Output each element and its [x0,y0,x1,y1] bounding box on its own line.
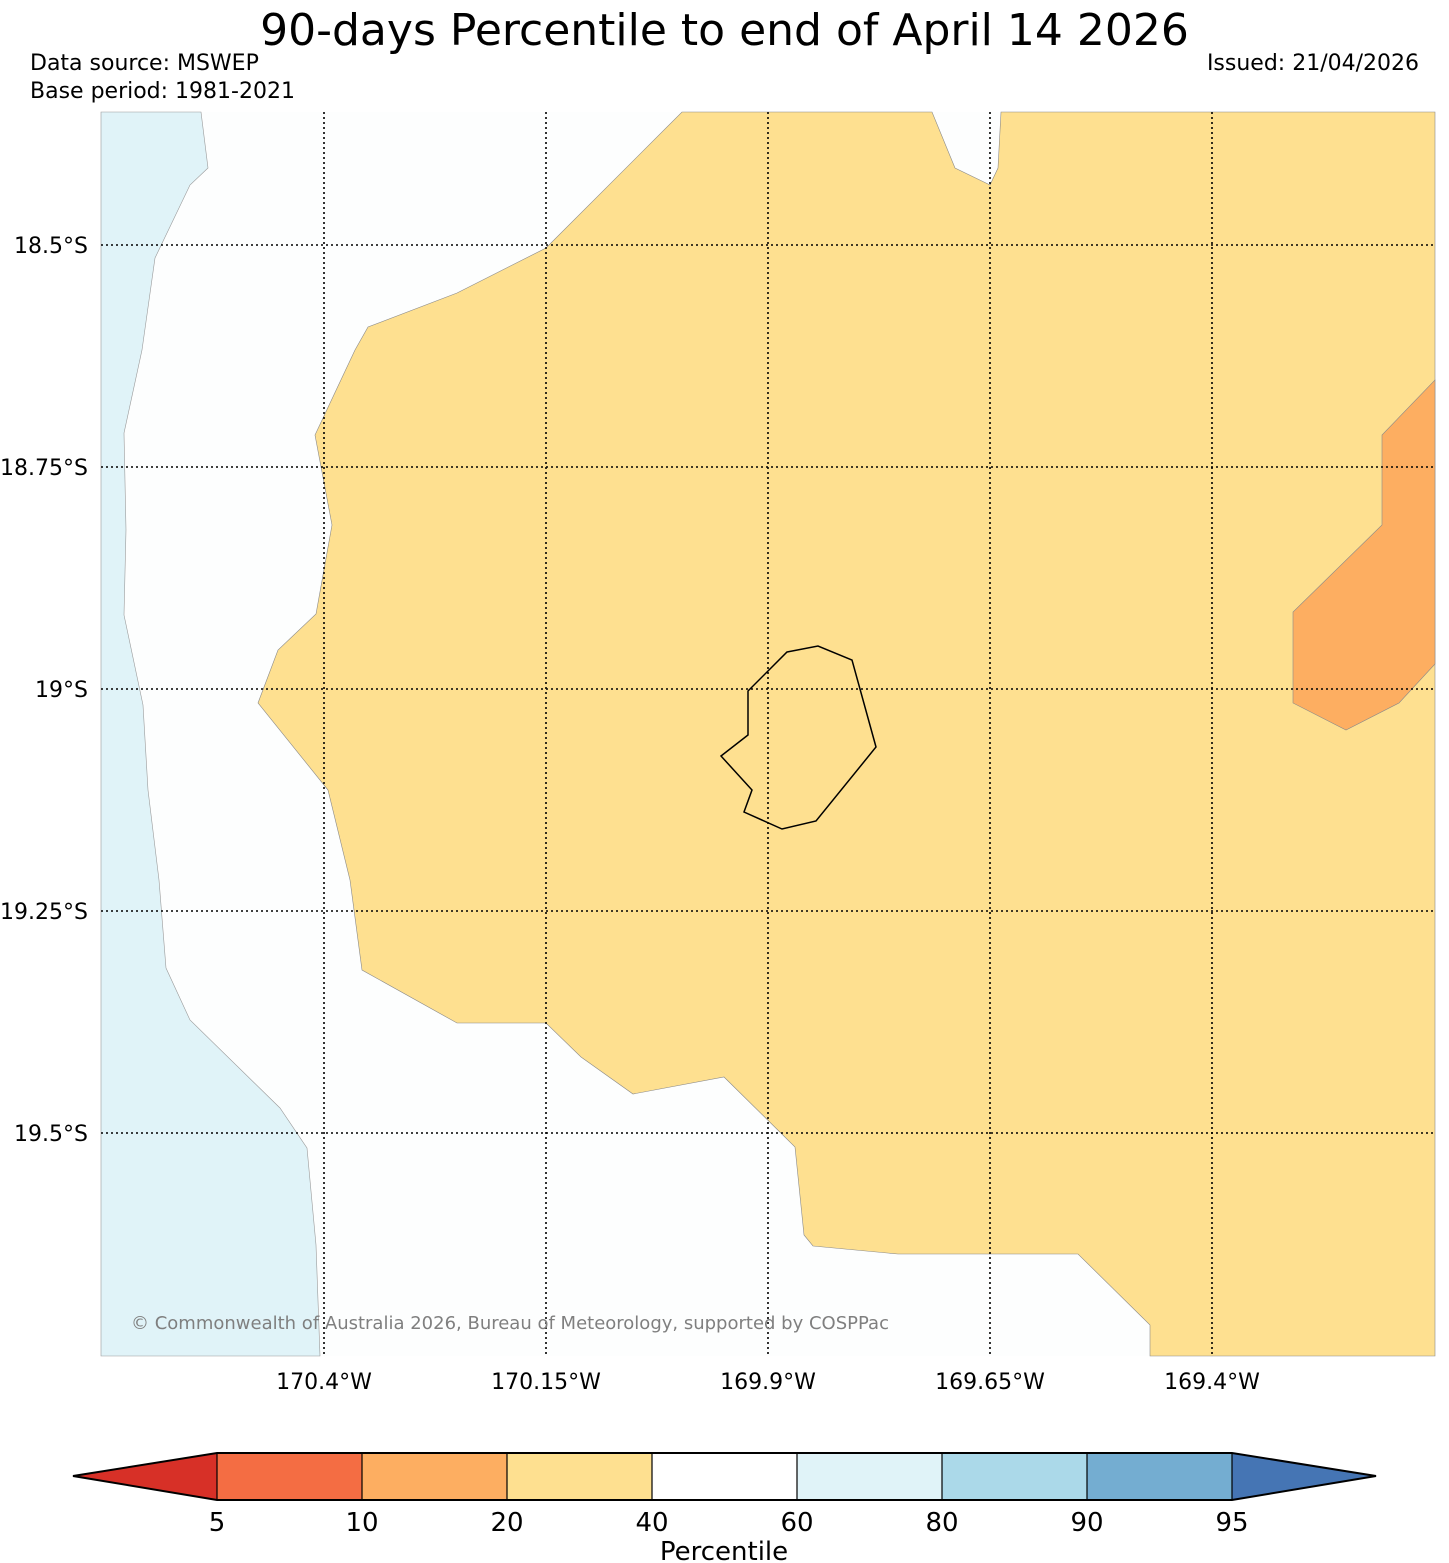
gridlines [101,112,1435,1356]
colorbar-title: Percentile [660,1537,788,1563]
colorbar-tick-label: 60 [780,1508,813,1538]
colorbar-tick-label: 90 [1070,1508,1103,1538]
island-coastline [719,645,877,830]
region-60-80-west [100,111,321,1357]
colorbar-bin [217,1453,362,1500]
colorbar-tick-label: 80 [925,1508,958,1538]
lon-label: 169.4°W [1164,1370,1260,1395]
colorbar-extend-high [1232,1453,1376,1500]
colorbar-extend-low [73,1453,217,1500]
base-period: Base period: 1981-2021 [30,79,295,104]
lat-label: 18.5°S [14,234,88,259]
data-source: Data source: MSWEP [30,51,259,76]
lon-label: 170.4°W [276,1370,372,1395]
lat-label: 19.5°S [14,1122,88,1147]
colorbar-tick-label: 10 [345,1508,378,1538]
colorbar-bin [942,1453,1087,1500]
colorbar-bin [1087,1453,1232,1500]
lon-label: 170.15°W [491,1370,601,1395]
colorbar-bin [652,1453,797,1500]
colorbar-bin [797,1453,942,1500]
lat-label: 18.75°S [0,456,88,481]
colorbar-tick-label: 95 [1215,1508,1248,1538]
colorbar-tick-label: 20 [490,1508,523,1538]
colorbar-bin [507,1453,652,1500]
lon-label: 169.65°W [935,1370,1045,1395]
colorbar: 5 10 20 40 60 80 90 95 Percentile [72,1452,1377,1563]
colorbar-tick-label: 40 [635,1508,668,1538]
lat-label: 19°S [35,678,88,703]
issued-date: Issued: 21/04/2026 [1206,51,1419,76]
lon-label: 169.9°W [720,1370,816,1395]
lat-label: 19.25°S [0,900,88,925]
region-10-20-east [1292,379,1436,731]
colorbar-tick-label: 5 [209,1508,226,1538]
map-title: 90-days Percentile to end of April 14 20… [260,5,1189,56]
region-20-40-main [257,111,1436,1357]
colorbar-bin [362,1453,507,1500]
copyright-text: © Commonwealth of Australia 2026, Bureau… [131,1313,889,1334]
